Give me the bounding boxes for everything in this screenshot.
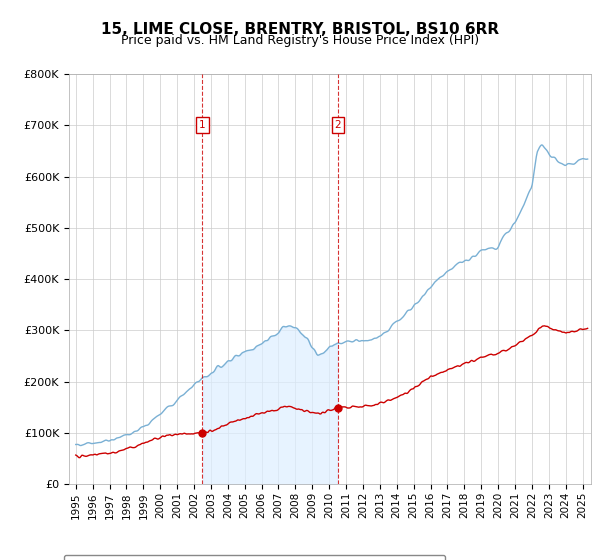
- Text: Price paid vs. HM Land Registry's House Price Index (HPI): Price paid vs. HM Land Registry's House …: [121, 34, 479, 46]
- Text: 1: 1: [199, 120, 205, 130]
- Text: 15, LIME CLOSE, BRENTRY, BRISTOL, BS10 6RR: 15, LIME CLOSE, BRENTRY, BRISTOL, BS10 6…: [101, 22, 499, 38]
- Text: 2: 2: [335, 120, 341, 130]
- Legend: 15, LIME CLOSE, BRENTRY, BRISTOL, BS10 6RR (detached house), HPI: Average price,: 15, LIME CLOSE, BRENTRY, BRISTOL, BS10 6…: [64, 556, 445, 560]
